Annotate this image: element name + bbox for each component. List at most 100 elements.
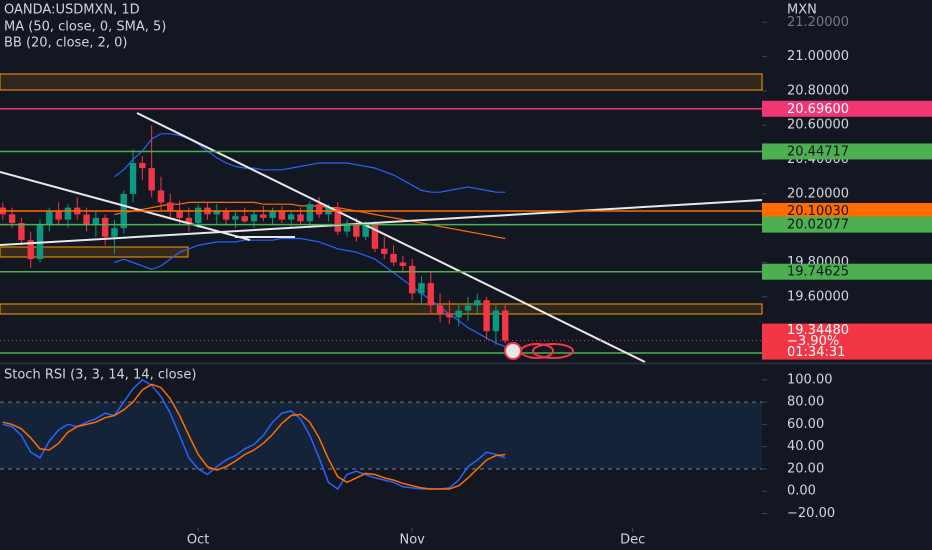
trendline — [136, 112, 646, 363]
level-label: 20.02077 — [787, 218, 849, 233]
candle-body — [408, 265, 416, 294]
candle-body — [483, 300, 490, 332]
candle-body — [129, 162, 137, 194]
candle-body — [343, 224, 351, 232]
flag-ring — [532, 343, 574, 359]
candle-body — [55, 211, 62, 220]
candle-body — [371, 224, 379, 249]
last-price-badge — [762, 323, 932, 360]
candle-body — [222, 211, 230, 220]
candle-body — [18, 223, 25, 241]
level-badge — [762, 263, 932, 280]
candle-body — [464, 305, 472, 311]
candle-body — [64, 207, 72, 220]
flag — [504, 342, 522, 360]
candle-body — [381, 248, 388, 254]
zone — [0, 303, 763, 315]
trendline — [0, 171, 251, 241]
candle-body — [502, 310, 509, 341]
y-tick-label: 100.00 — [787, 372, 833, 387]
indicator-legend: MA (50, close, 0, SMA, 5) — [4, 20, 166, 35]
candle-body — [362, 224, 369, 237]
zone — [0, 246, 189, 258]
y-tick-label: 20.60000 — [787, 118, 849, 133]
y-tick-label: 60.00 — [787, 417, 824, 432]
trendline — [0, 199, 763, 246]
level-badge — [762, 216, 932, 233]
stoch-line — [2, 378, 506, 491]
level-badge — [762, 202, 932, 219]
candle-body — [260, 214, 267, 218]
candle-body — [27, 240, 34, 260]
level-label: 20.44717 — [787, 144, 849, 159]
level-badge — [762, 143, 932, 160]
candle-body — [194, 207, 202, 224]
candle-body — [353, 224, 360, 237]
candle-body — [446, 313, 453, 318]
candle-body — [455, 310, 462, 318]
indicator-line — [114, 133, 506, 193]
countdown: 01:34:31 — [787, 345, 845, 360]
candle-body — [288, 214, 295, 220]
price-change: −3.90% — [787, 334, 839, 349]
zone — [0, 73, 763, 91]
candle-body — [8, 214, 16, 224]
x-tick-label: Nov — [399, 533, 425, 548]
last-price-label: 19.34480 — [787, 323, 849, 338]
indicator-legend: BB (20, close, 2, 0) — [4, 36, 127, 51]
level-label: 20.69600 — [787, 102, 849, 117]
candle-body — [427, 283, 434, 306]
indicator-title: Stoch RSI (3, 3, 14, 14, close) — [4, 368, 196, 383]
level-label: 19.74625 — [787, 265, 849, 280]
y-tick-label: 40.00 — [787, 439, 824, 454]
candle-body — [418, 283, 425, 294]
y-tick-label: 21.00000 — [787, 49, 849, 64]
candle-body — [83, 214, 90, 225]
candle-body — [101, 217, 109, 237]
y-tick-label: 19.60000 — [787, 289, 849, 304]
stoch-line — [2, 383, 506, 490]
candle-body — [213, 211, 220, 215]
candle-body — [278, 211, 286, 220]
y-tick-label: 20.00 — [787, 461, 824, 476]
candle-body — [492, 310, 500, 332]
y-tick-label: −20.00 — [787, 506, 835, 521]
candle-body — [315, 204, 323, 215]
candle-body — [46, 211, 53, 225]
candle-body — [157, 190, 165, 203]
candle-body — [176, 211, 183, 218]
candle-body — [436, 305, 444, 314]
candle-body — [334, 207, 341, 232]
x-tick-label: Dec — [620, 533, 645, 548]
x-tick-label: Oct — [187, 533, 209, 548]
candle-body — [297, 214, 304, 222]
candle-body — [474, 300, 481, 306]
y-tick-label: 20.80000 — [787, 83, 849, 98]
candle-body — [185, 217, 193, 224]
candle-body — [167, 202, 174, 212]
y-tick-label: 80.00 — [787, 395, 824, 410]
y-tick-label: 21.20000 — [787, 15, 849, 30]
candle-body — [139, 162, 146, 169]
band-fill — [0, 402, 762, 469]
candle-body — [241, 216, 248, 222]
currency-label: MXN — [787, 3, 817, 18]
level-label: 20.10030 — [787, 204, 849, 219]
candle-body — [250, 214, 258, 222]
candle-body — [306, 204, 314, 222]
candle-body — [148, 168, 155, 191]
candle-body — [269, 211, 276, 218]
candle-body — [111, 228, 118, 237]
level-badge — [762, 100, 932, 117]
trendlines — [0, 112, 763, 363]
y-tick-label: 0.00 — [787, 484, 816, 499]
candle-body — [399, 262, 407, 266]
candle-body — [390, 253, 397, 263]
plot — [0, 125, 762, 491]
flag-icon — [504, 342, 574, 360]
candle-body — [92, 217, 100, 225]
candle-body — [232, 216, 239, 220]
symbol-title: OANDA:USDMXN, 1D — [4, 3, 140, 18]
y-tick-label: 20.20000 — [787, 186, 849, 201]
